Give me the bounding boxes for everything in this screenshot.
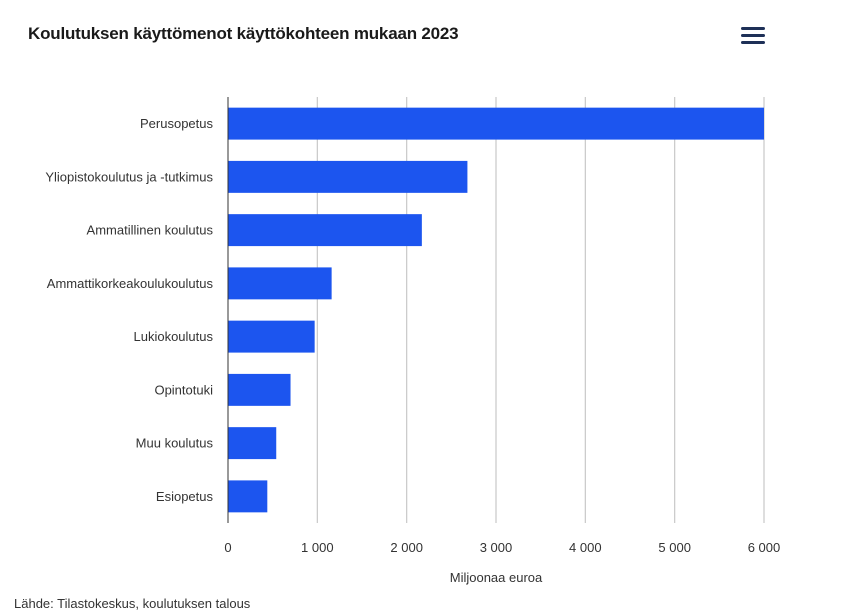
- bar-chart: 0 1 000 2 000 3 000 4 000 5 000 6 000 Perusopet…: [45, 97, 780, 585]
- category-label: Lukiokoulutus: [134, 329, 214, 344]
- bar-1[interactable]: [228, 160, 468, 193]
- category-label: Ammatillinen koulutus: [87, 223, 214, 238]
- category-label: Ammattikorkeakoulukoulutus: [47, 276, 214, 291]
- x-tick-label: 1 000: [301, 540, 334, 555]
- bar-layer: [228, 107, 764, 513]
- x-tick-label: 0: [224, 540, 231, 555]
- chart-title: Koulutuksen käyttömenot käyttökohteen mu…: [28, 24, 459, 43]
- x-tick-label: 2 000: [390, 540, 423, 555]
- bar-0[interactable]: [228, 107, 764, 140]
- bar-6[interactable]: [228, 427, 277, 460]
- hamburger-menu-icon: [741, 27, 765, 30]
- bar-4[interactable]: [228, 320, 315, 353]
- x-tick-label: 4 000: [569, 540, 602, 555]
- category-label: Opintotuki: [154, 382, 213, 397]
- x-tick-label: 5 000: [658, 540, 691, 555]
- x-tick-label: 3 000: [480, 540, 513, 555]
- category-label: Yliopistokoulutus ja -tutkimus: [45, 169, 213, 184]
- bar-7[interactable]: [228, 480, 268, 513]
- bar-2[interactable]: [228, 214, 422, 247]
- x-tick-label: 6 000: [748, 540, 781, 555]
- category-label: Muu koulutus: [136, 436, 214, 451]
- hamburger-menu-icon-line: [741, 41, 765, 44]
- bar-3[interactable]: [228, 267, 332, 300]
- category-label: Esiopetus: [156, 489, 214, 504]
- category-label: Perusopetus: [140, 116, 213, 131]
- menu-button[interactable]: [739, 24, 769, 48]
- x-axis-label: Miljoonaa euroa: [450, 570, 543, 585]
- hamburger-menu-icon-line: [741, 34, 765, 37]
- axis-layer: 0 1 000 2 000 3 000 4 000 5 000 6 000 Perusopet…: [45, 97, 780, 555]
- bar-5[interactable]: [228, 373, 291, 406]
